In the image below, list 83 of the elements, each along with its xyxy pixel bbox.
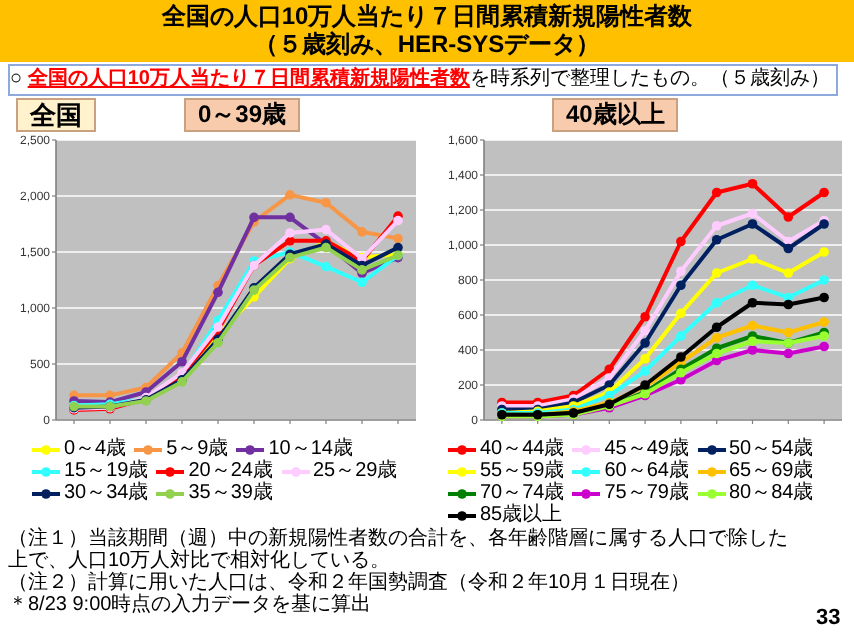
legend-label: 50～54歳 [729, 438, 814, 460]
text: 全国の人口10万人当たり７日間累積新規陽性者数 [159, 2, 695, 30]
point [357, 277, 367, 288]
point [711, 187, 722, 198]
legend-label: 80～84歳 [729, 482, 814, 504]
point [783, 299, 794, 310]
point [747, 219, 758, 229]
point [783, 268, 794, 278]
point [747, 280, 758, 291]
legend-label: 70～74歳 [480, 482, 565, 504]
point [711, 297, 722, 308]
legend-label: 60～64歳 [604, 460, 689, 482]
point [711, 332, 722, 343]
point [285, 228, 295, 238]
point [285, 212, 295, 223]
point [783, 243, 794, 254]
legend-label: 85歳以上 [480, 504, 563, 526]
point [819, 292, 829, 303]
legend-label: 55～59歳 [480, 460, 565, 482]
point [676, 331, 686, 341]
point [819, 275, 829, 285]
point [819, 317, 829, 327]
point [676, 266, 686, 277]
text: （注２）計算に用いた人口は、令和２年国勢調査（令和２年10月１日現在） [8, 572, 693, 594]
point [747, 297, 758, 308]
legend-label: 15～19歳 [64, 460, 149, 482]
point [393, 215, 403, 226]
legend-label: 20～24歳 [188, 460, 273, 482]
point [711, 234, 722, 245]
point [177, 356, 187, 367]
point [393, 233, 403, 244]
point [747, 178, 758, 189]
point [711, 268, 722, 278]
point [747, 320, 758, 331]
point [747, 345, 758, 355]
point [676, 308, 686, 319]
point [747, 254, 758, 264]
legend-label: 45～49歳 [604, 438, 689, 460]
text: を時系列で整理したもの。（５歳刻み） [469, 68, 830, 90]
text: ○ [10, 68, 25, 90]
legend-label: 5～9歳 [166, 438, 229, 460]
text: （注１）当該期間（週）中の新規陽性者数の合計を、各年齢階層に属する人口で除した上で、人口10万人対比で相対化している。 [8, 528, 790, 572]
legend-label: 0～4歳 [64, 438, 127, 460]
text: 全国 [16, 98, 96, 132]
chart-title: 0～39歳 [184, 98, 301, 132]
point [676, 280, 686, 291]
point [321, 197, 331, 208]
point [640, 353, 650, 364]
point [783, 327, 794, 338]
point [747, 336, 758, 347]
point [747, 208, 758, 219]
point [711, 322, 722, 333]
text: 33 [816, 606, 841, 630]
point [357, 227, 367, 237]
point [213, 287, 223, 298]
point [640, 325, 650, 336]
point [819, 247, 829, 257]
point [393, 242, 403, 253]
legend-label: 40～44歳 [480, 438, 565, 460]
point [711, 348, 722, 359]
point [819, 341, 829, 352]
point [285, 190, 295, 200]
chart-title: 40歳以上 [552, 98, 679, 132]
point [640, 366, 650, 376]
point [783, 212, 794, 222]
point [783, 348, 794, 359]
point [321, 261, 331, 272]
point [676, 352, 686, 362]
point [711, 220, 722, 231]
legend-label: 25～29歳 [313, 460, 398, 482]
point [640, 311, 650, 322]
point [321, 224, 331, 235]
legend-label: 75～79歳 [604, 482, 689, 504]
point [676, 236, 686, 247]
legend-label: 30～34歳 [64, 482, 149, 504]
text: （５歳刻み、HER-SYSデータ） [251, 30, 603, 58]
legend-label: 65～69歳 [729, 460, 814, 482]
text: 全国の人口10万人当たり７日間累積新規陽性者数 [27, 68, 470, 90]
point [640, 338, 650, 348]
legend-label: 35～39歳 [188, 482, 273, 504]
point [819, 187, 829, 198]
legend-label: 10～14歳 [268, 438, 353, 460]
text: ＊8/23 9:00時点の入力データを基に算出 [8, 594, 374, 616]
